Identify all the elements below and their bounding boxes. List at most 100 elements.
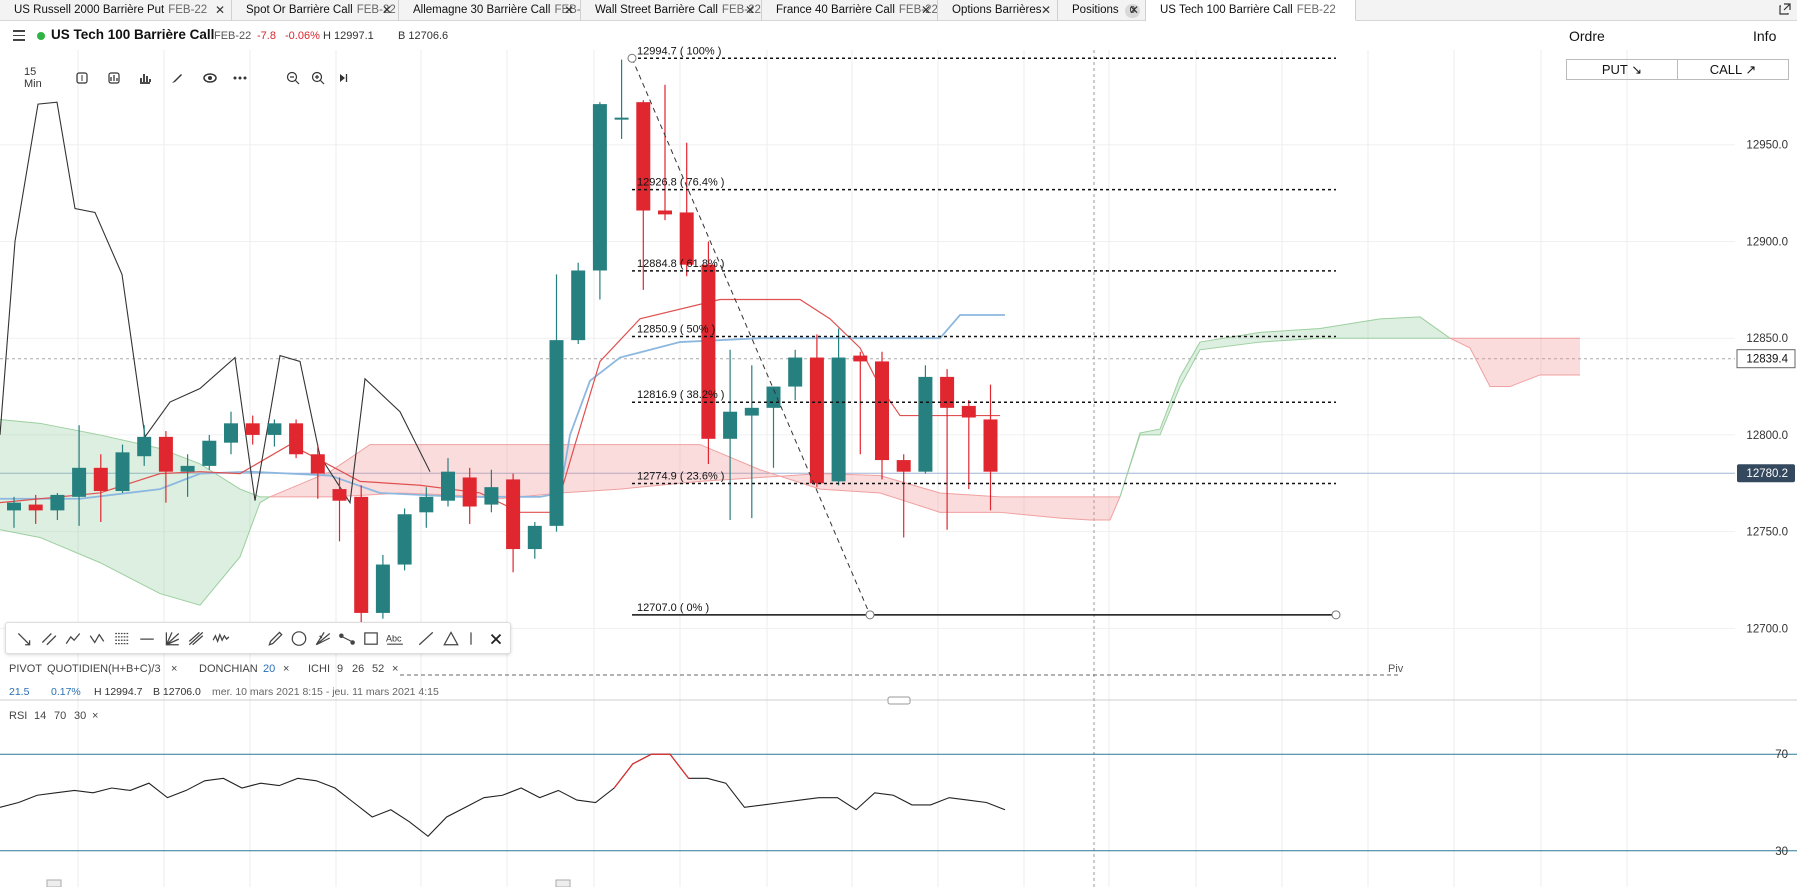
zoom-in-icon[interactable] [310,70,326,86]
rsi-upper-label: 70 [1775,749,1788,761]
triangle-icon[interactable] [442,629,460,647]
eye-icon[interactable] [202,70,218,86]
tab-close-icon[interactable]: ✕ [1040,3,1051,17]
text-icon[interactable]: Abc [386,629,404,647]
trendline-icon[interactable] [15,629,33,647]
y-axis-tick-label: 12900.0 [1746,236,1788,248]
tab-order[interactable]: Ordre [1569,28,1605,44]
y-axis-tick-label: 12950.0 [1746,140,1788,152]
fib-anchor-line [631,58,871,616]
candle-bearish [853,351,868,455]
tab-close-icon[interactable]: ✕ [563,3,574,17]
fib-fan-icon[interactable] [314,629,332,647]
candle-bearish [310,444,325,499]
donchian-remove-icon[interactable]: × [283,663,290,675]
fib-handle-icon [865,610,875,620]
tab-expiry: FEB-22 [554,4,581,16]
pivot-label[interactable]: PIVOT [9,663,43,675]
scroll-end-icon[interactable] [335,70,351,86]
donchian-label[interactable]: DONCHIAN [199,663,258,675]
timeframe-selector[interactable]: 15 Min [24,66,42,90]
tab-close-icon[interactable]: ✕ [744,3,755,17]
zigzag-icon[interactable] [88,629,106,647]
tab-instrument[interactable]: France 40 Barrière Call FEB-22 ✕ [762,0,938,21]
tab-instrument[interactable]: US Tech 100 Barrière Call FEB-22 [1146,0,1356,21]
wave-icon[interactable] [212,629,230,647]
pivot-period[interactable]: QUOTIDIEN [47,663,109,675]
tab-close-icon[interactable]: ✕ [381,3,392,17]
candle-bullish [723,349,738,521]
zoom-out-icon[interactable] [285,70,301,86]
pivot-remove-icon[interactable]: × [171,663,178,675]
instrument-expiry: FEB-22 [214,30,252,42]
ichimoku-senkou[interactable]: 52 [372,663,385,675]
tab-close-icon[interactable]: ✕ [214,3,225,17]
more-icon[interactable] [232,70,248,86]
donchian-period[interactable]: 20 [263,663,276,675]
tab-label: Options Barrières [952,4,1042,16]
positions-count-badge: 0 [1124,4,1141,18]
ichimoku-kijun[interactable]: 26 [352,663,365,675]
popout-window-icon[interactable] [1779,3,1791,15]
rsi-remove-icon[interactable]: × [92,710,99,722]
tab-instrument[interactable]: US Russell 2000 Barrière Put FEB-22 ✕ [0,0,232,21]
close-icon[interactable] [487,629,505,647]
current-price-box [1737,464,1795,483]
parallel-channel-icon[interactable] [39,629,57,647]
hamburger-menu-icon[interactable] [13,30,25,41]
candle-bearish [679,142,694,277]
ichimoku-label[interactable]: ICHI [308,663,330,675]
candle-bullish [419,487,434,528]
indicators-icon[interactable] [137,70,153,86]
circle-icon[interactable] [290,629,308,647]
ichimoku-tenkan[interactable]: 9 [337,663,344,675]
candle-bearish [28,494,43,524]
measure-icon[interactable] [338,629,356,647]
pitchfork-icon[interactable] [187,629,205,647]
rsi-period[interactable]: 14 [34,710,47,722]
session-marker-icon [46,879,62,887]
put-button[interactable]: PUT ↘ [1601,62,1643,77]
rectangle-icon[interactable] [362,629,380,647]
tab-instrument[interactable]: Positions 0 ✕ [1058,0,1146,21]
candle-bullish [375,554,390,619]
candle-bullish [224,411,238,455]
candle-bearish [658,84,672,221]
tab-instrument[interactable]: Options Barrières ✕ [938,0,1058,21]
tab-close-icon[interactable]: ✕ [920,3,931,17]
rsi-oversold[interactable]: 30 [74,710,87,722]
ohlc-change-pct: 0.17% [51,686,81,698]
polyline-icon[interactable] [64,629,82,647]
vertical-line-icon[interactable] [462,629,480,647]
tab-instrument[interactable]: Spot Or Barrière Call FEB-22 ✕ [232,0,399,21]
call-button[interactable]: CALL ↗ [1677,60,1788,79]
candle-type-icon[interactable] [74,70,90,86]
ichimoku-remove-icon[interactable]: × [392,663,399,675]
ohlc-change: 21.5 [9,686,30,698]
draw-icon[interactable] [169,70,185,86]
tab-expiry: FEB-22 [1296,4,1336,16]
rsi-label[interactable]: RSI [9,710,28,722]
cursor-price-label: 12839.4 [1746,354,1788,366]
tab-close-icon[interactable]: ✕ [1128,3,1139,17]
candle-bullish [766,386,781,468]
ray-icon[interactable] [417,629,435,647]
candle-bullish [788,349,803,401]
rsi-overbought-segment [613,753,690,789]
pivot-formula[interactable]: (H+B+C)/3 [108,663,161,675]
tab-instrument[interactable]: Wall Street Barrière Call FEB-22 ✕ [581,0,762,21]
pencil-icon[interactable] [266,629,284,647]
bar-style-icon[interactable] [106,70,122,86]
gann-icon[interactable] [163,629,181,647]
ohlc-high: H 12994.7 [94,686,143,698]
ichimoku-cloud-bull-span-b [0,496,271,606]
horizontal-line-icon[interactable] [138,629,156,647]
fibonacci-icon[interactable] [113,629,131,647]
candle-bearish [961,400,976,490]
fib-level-label: 12707.0 ( 0% ) [637,602,709,614]
instrument-low: B 12706.6 [398,30,449,42]
rsi-overbought[interactable]: 70 [54,710,67,722]
tab-info[interactable]: Info [1753,28,1777,44]
